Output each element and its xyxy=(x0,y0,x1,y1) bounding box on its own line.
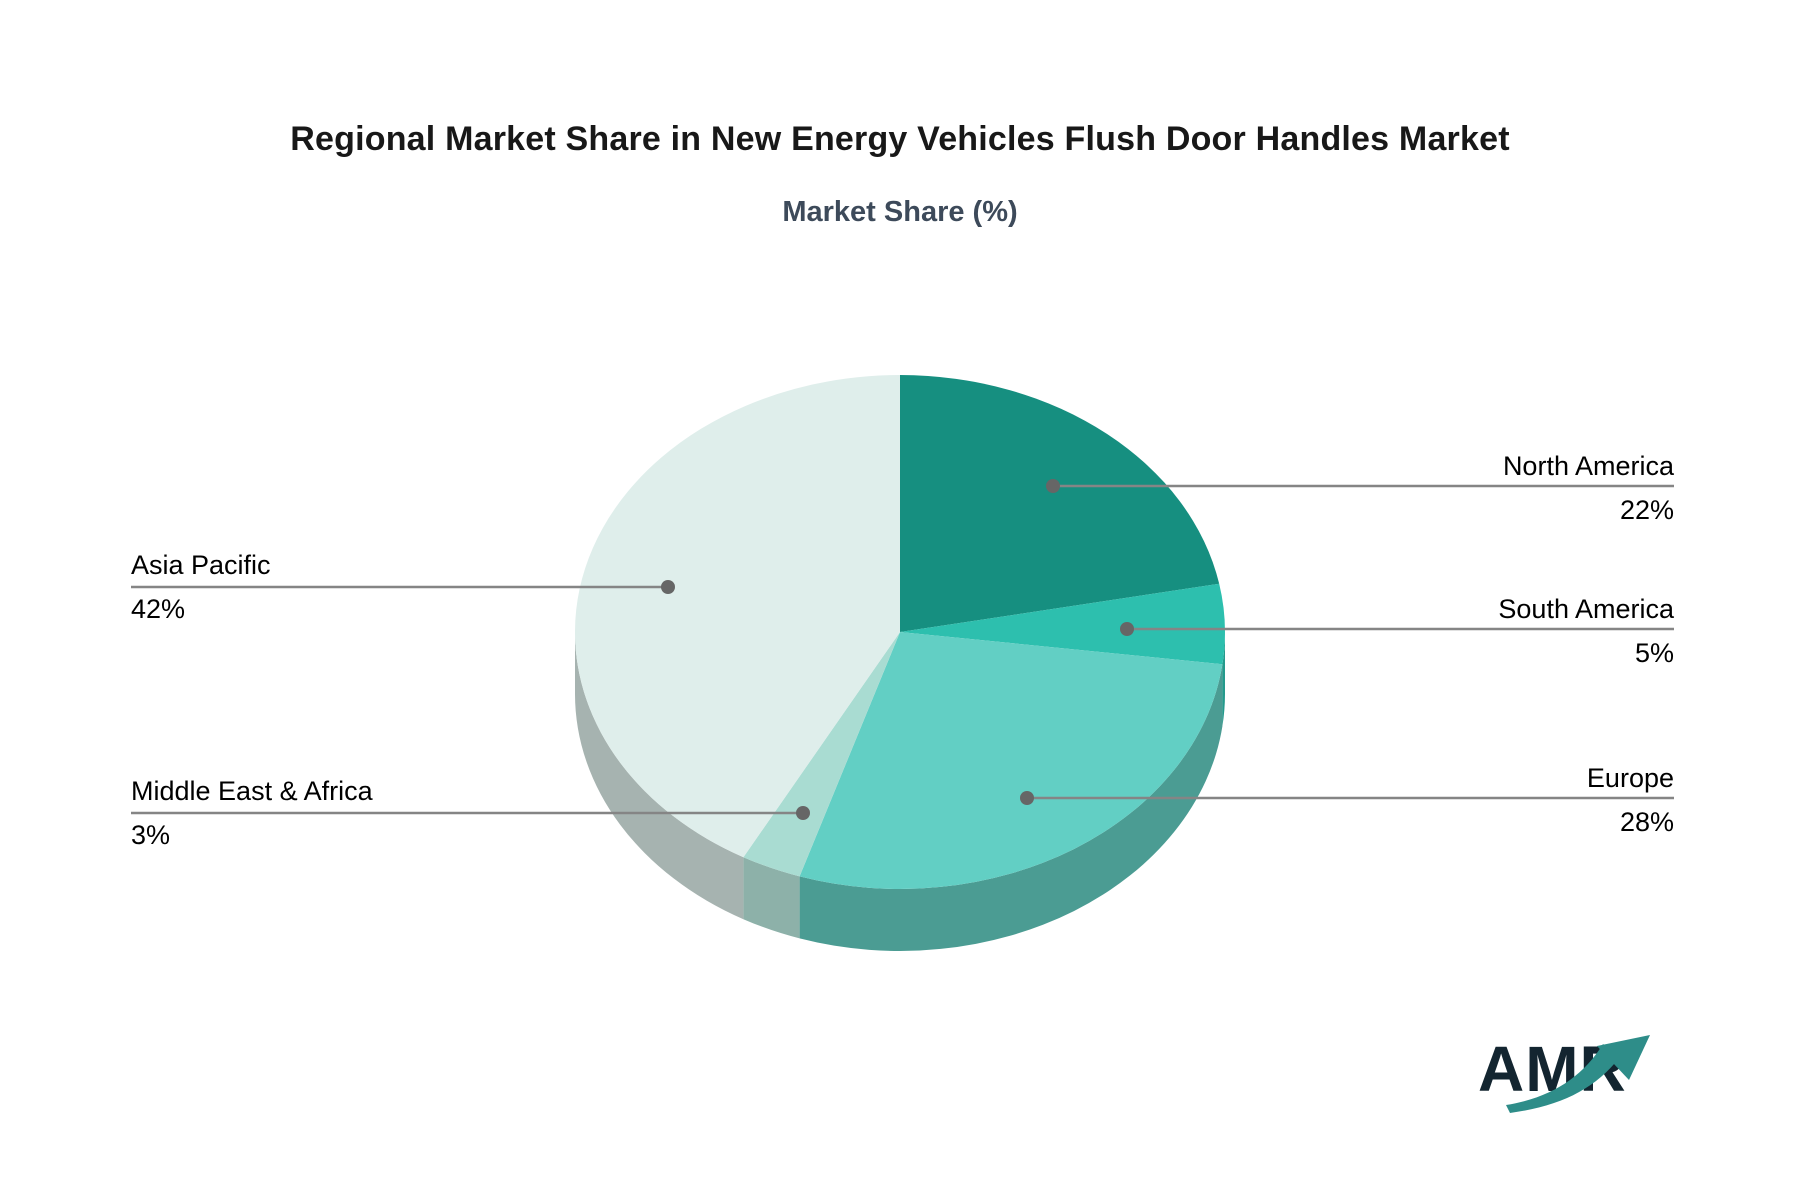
leader-dot-middle-east-africa xyxy=(796,806,810,820)
label-europe: Europe xyxy=(1586,763,1674,793)
label-middle-east-africa: Middle East & Africa xyxy=(131,776,373,806)
slice-side-europe xyxy=(799,664,1223,951)
leader-dot-europe xyxy=(1020,791,1034,805)
growth-arrow-icon xyxy=(1506,1035,1650,1113)
pie-slice-asia-pacific[interactable] xyxy=(574,374,900,858)
slice-side-middle-east-africa xyxy=(743,857,800,939)
value-south-america: 5% xyxy=(1634,638,1674,668)
value-middle-east-africa: 3% xyxy=(131,820,171,850)
value-asia-pacific: 42% xyxy=(131,594,186,624)
leader-dot-south-america xyxy=(1120,622,1134,636)
leader-dots xyxy=(661,479,1134,820)
pie-slice-europe[interactable] xyxy=(799,632,1223,889)
amr-logo: AMR xyxy=(1478,1032,1678,1132)
slice-side-asia-pacific xyxy=(575,632,744,920)
label-south-america: South America xyxy=(1498,594,1674,624)
leader-dot-north-america xyxy=(1046,479,1060,493)
label-north-america: North America xyxy=(1502,451,1674,481)
value-north-america: 22% xyxy=(1619,495,1674,525)
pie-slice-south-america[interactable] xyxy=(900,583,1225,665)
leader-lines xyxy=(131,484,1674,815)
chart-title: Regional Market Share in New Energy Vehi… xyxy=(290,120,1510,158)
pie-slice-north-america[interactable] xyxy=(900,375,1220,632)
chart-subtitle: Market Share (%) xyxy=(782,196,1018,228)
pie-slice-middle-east-africa[interactable] xyxy=(743,632,900,877)
value-europe: 28% xyxy=(1619,807,1674,837)
leader-dot-asia-pacific xyxy=(661,580,675,594)
label-asia-pacific: Asia Pacific xyxy=(131,550,271,580)
slice-side-south-america xyxy=(1222,632,1225,727)
